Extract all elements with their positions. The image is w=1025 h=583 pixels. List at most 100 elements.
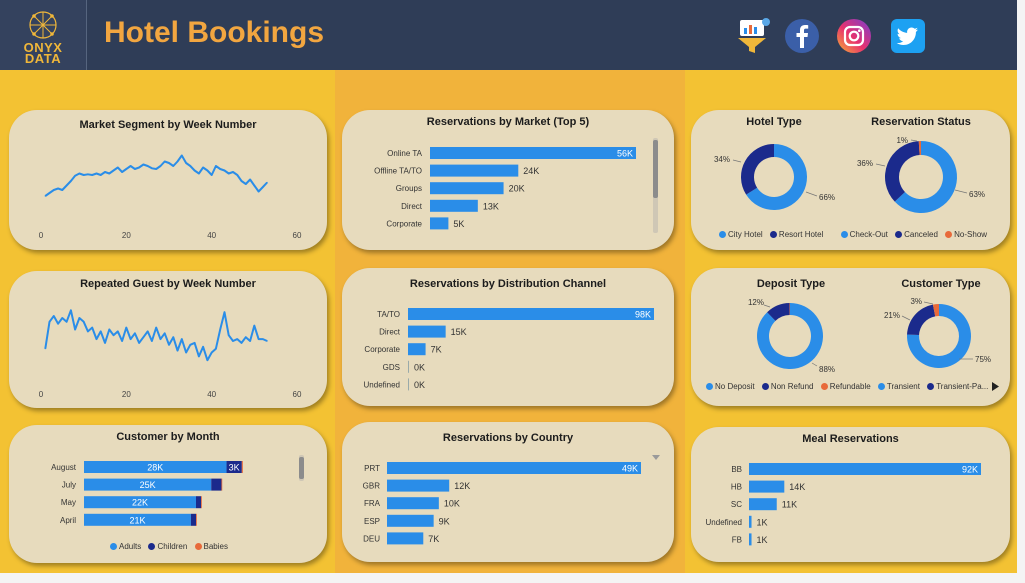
donut-slice — [894, 141, 957, 213]
data-point — [104, 342, 106, 344]
market-segment-chart[interactable]: 0 20 40 60 — [9, 110, 327, 250]
bar-adults — [84, 478, 212, 491]
data-point — [176, 350, 179, 352]
facebook-icon[interactable] — [784, 18, 820, 54]
legend-babies: Babies — [203, 542, 228, 551]
market-segment-card[interactable]: Market Segment by Week Number 0 20 40 60 — [9, 110, 327, 250]
slice-label: 66% — [819, 193, 835, 202]
data-point — [253, 184, 255, 187]
data-point — [228, 172, 230, 175]
customer-month-scroll-thumb[interactable] — [299, 457, 304, 479]
transient-party-legend-dot — [927, 383, 935, 390]
data-label: 56K — [617, 149, 633, 159]
data-point — [44, 348, 46, 350]
no-deposit-legend-dot — [706, 383, 713, 390]
customer-month-scrollbar[interactable] — [299, 455, 304, 481]
data-point — [91, 174, 93, 176]
hotel-status-chart[interactable]: 66% 34% 63% 36% 1% — [691, 110, 1010, 250]
category-label: TA/TO — [377, 310, 400, 319]
data-point — [211, 351, 213, 354]
data-point — [48, 192, 51, 194]
customer-month-card[interactable]: Customer by Month August 28K 3K July 25K May 2… — [9, 425, 327, 563]
data-point — [223, 311, 226, 313]
reservations-market-scroll-thumb[interactable] — [653, 140, 658, 198]
data-point — [159, 338, 162, 340]
data-point — [66, 184, 68, 187]
bar — [387, 514, 434, 527]
slice-label: 1% — [896, 136, 908, 145]
country-scroll-up-icon[interactable] — [652, 455, 660, 461]
data-label: 24K — [523, 166, 539, 176]
data-label: 11K — [782, 500, 797, 510]
hotel-status-card[interactable]: Hotel Type Reservation Status 66% 34% 63% 3… — [691, 110, 1010, 250]
category-label: HB — [731, 483, 742, 492]
repeated-guest-card[interactable]: Repeated Guest by Week Number 0 20 40 60 — [9, 271, 327, 408]
distribution-channel-chart[interactable]: TA/TO 98K Direct 15K Corporate 7K GDS 0K Undefin… — [342, 268, 674, 406]
meal-card[interactable]: Meal Reservations BB 92K HB 14K SC 11K Undefin… — [691, 427, 1010, 562]
data-point — [95, 172, 98, 175]
country-chart[interactable]: PRT 49K GBR 12K FRA 10K ESP 9K DEU 7K — [342, 422, 674, 562]
data-point — [185, 351, 187, 354]
x-tick-label: 20 — [122, 231, 131, 240]
data-point — [164, 160, 166, 163]
data-point — [78, 172, 80, 175]
twitter-icon[interactable] — [890, 18, 926, 54]
data-point — [70, 180, 72, 182]
data-point — [151, 167, 153, 169]
data-point — [134, 332, 136, 334]
data-point — [83, 321, 85, 323]
repeated-guest-chart[interactable]: 0 20 40 60 — [9, 271, 327, 408]
data-point — [57, 323, 59, 325]
data-point — [83, 174, 85, 176]
meal-chart[interactable]: BB 92K HB 14K SC 11K Undefined 1K FB 1K — [691, 427, 1010, 562]
data-point — [112, 169, 115, 172]
donut-slice — [741, 144, 774, 195]
data-point — [249, 340, 251, 342]
reservations-market-chart[interactable]: Online TA 56K Offline TA/TO 24K Groups 20K Dir… — [342, 110, 674, 250]
bar-babies — [241, 461, 243, 473]
data-point — [104, 171, 106, 173]
data-point — [138, 342, 140, 344]
data-point — [125, 326, 127, 329]
market-segment-title: Market Segment by Week Number — [79, 119, 257, 131]
filter-chart-icon[interactable] — [736, 18, 772, 54]
data-label: 98K — [635, 310, 651, 320]
data-point — [155, 168, 157, 170]
reservations-market-card[interactable]: Reservations by Market (Top 5) Online TA… — [342, 110, 674, 250]
data-point — [172, 336, 174, 338]
data-point — [100, 330, 102, 332]
category-label: ESP — [364, 517, 380, 526]
category-label: Direct — [401, 202, 423, 211]
x-tick-label: 60 — [293, 231, 302, 240]
data-point — [168, 162, 170, 164]
customer-month-legend: Adults Children Babies — [110, 542, 233, 551]
data-label: 5K — [453, 219, 464, 229]
deposit-customer-chart[interactable]: 88% 12% 75% 21% 3% — [691, 268, 1010, 406]
data-point — [53, 189, 55, 191]
category-label: August — [51, 463, 77, 472]
distribution-channel-card[interactable]: Reservations by Distribution Channel TA/… — [342, 268, 674, 406]
deposit-customer-card[interactable]: Deposit Type Customer Type 88% 12% 75% 21% 3… — [691, 268, 1010, 406]
bar — [387, 497, 439, 510]
distribution-channel-title: Reservations by Distribution Channel — [409, 278, 607, 290]
customer-month-chart[interactable]: August 28K 3K July 25K May 22K April 21K — [9, 425, 327, 563]
legend-no-show: No-Show — [954, 230, 988, 239]
data-point — [155, 326, 157, 329]
data-point — [189, 165, 191, 167]
data-point — [61, 189, 63, 191]
data-point — [240, 180, 243, 182]
data-point — [206, 359, 208, 361]
category-label: Undefined — [706, 518, 742, 527]
slice-label: 36% — [857, 159, 873, 168]
no-show-legend-dot — [945, 231, 953, 238]
data-point — [262, 338, 264, 340]
country-card[interactable]: Reservations by Country PRT 49K GBR 12K FRA 1… — [342, 422, 674, 562]
instagram-icon[interactable] — [836, 18, 872, 54]
data-point — [53, 315, 55, 317]
legend-transient-party: Transient-Pa... — [936, 382, 989, 391]
data-point — [219, 168, 221, 170]
bar-children — [226, 461, 242, 473]
legend-next-icon[interactable] — [992, 382, 999, 391]
data-point — [151, 340, 153, 342]
reservations-market-scrollbar[interactable] — [653, 138, 658, 233]
